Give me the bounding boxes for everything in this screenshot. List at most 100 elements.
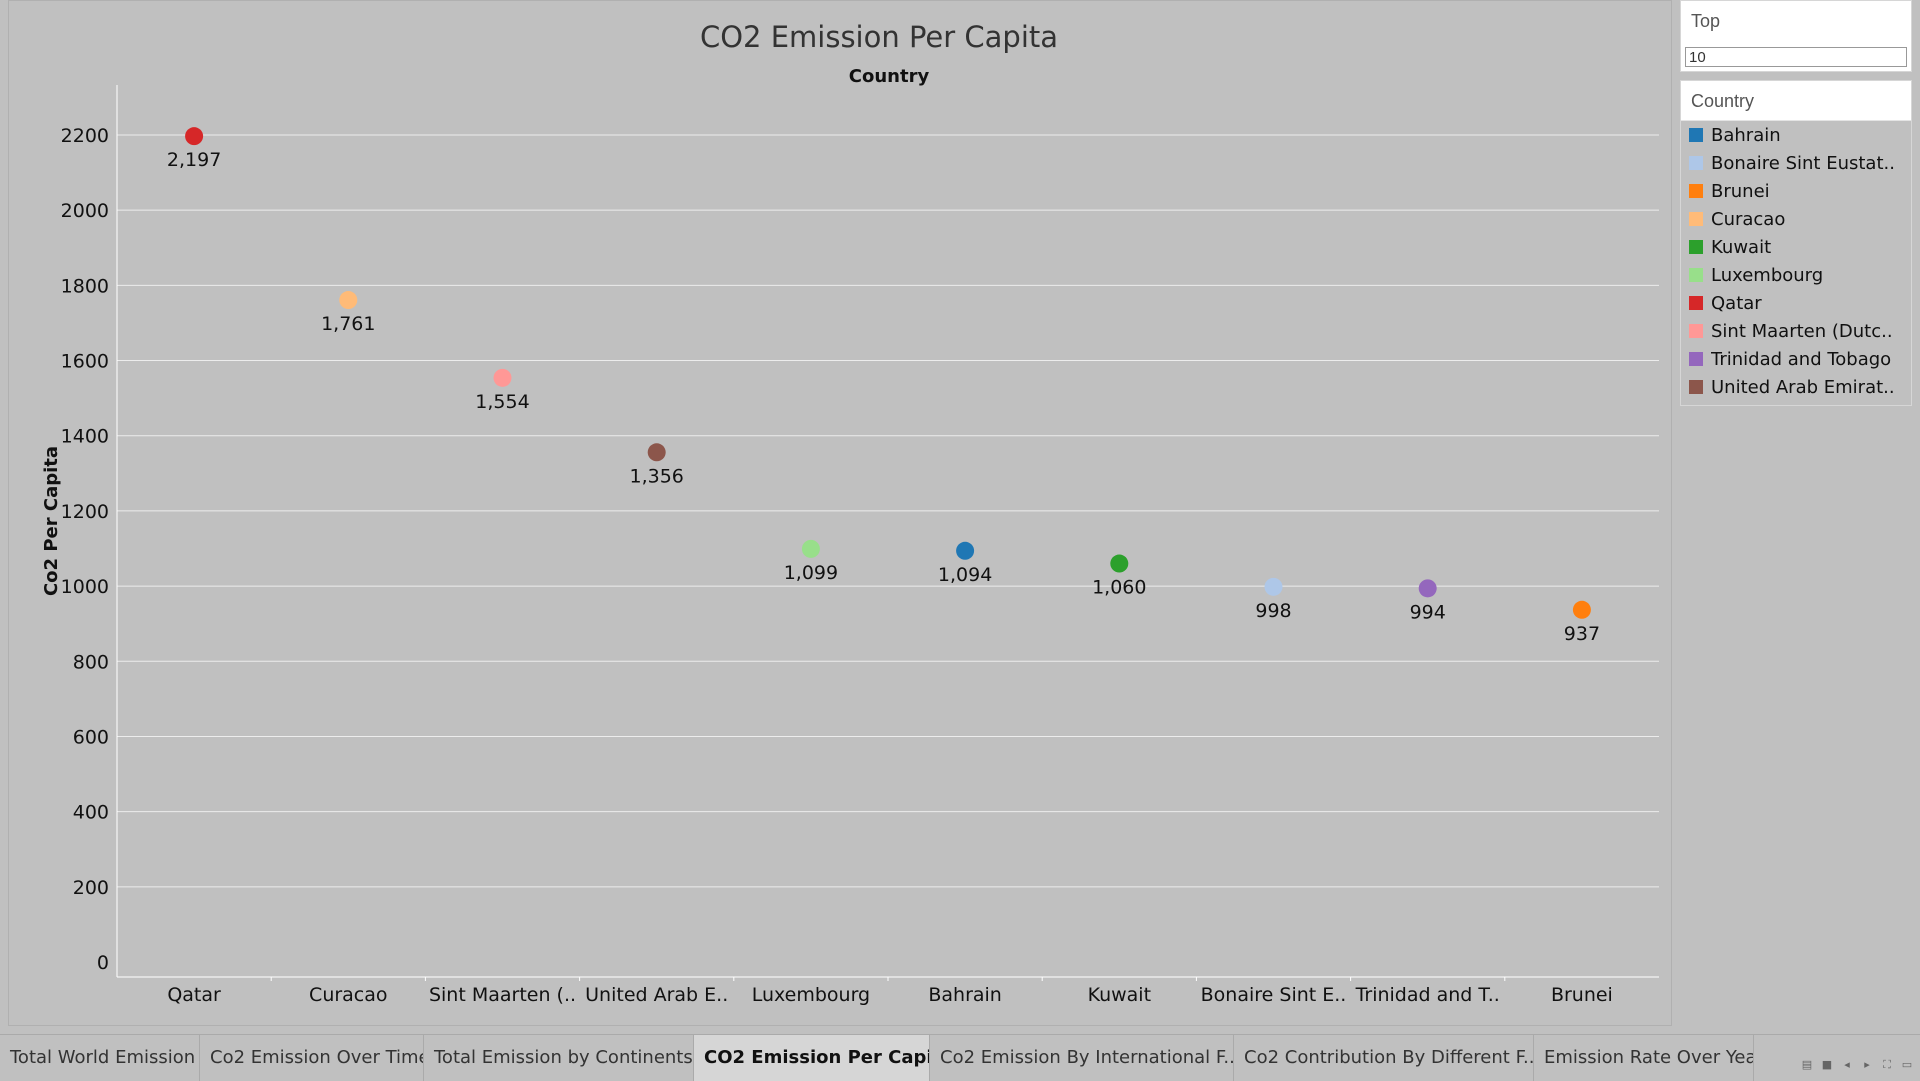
tab-co2-emission-per-capita[interactable]: CO2 Emission Per Capita [694, 1035, 930, 1081]
country-legend: Country Bahrain Bonaire Sint Eustat.. Brun… [1680, 80, 1912, 406]
x-category-label: Curacao [309, 984, 387, 1006]
tab-co2-emission-by-international-f[interactable]: Co2 Emission By International F... [930, 1035, 1234, 1081]
y-tick-label: 600 [73, 726, 109, 748]
x-category-label: Bahrain [928, 984, 1002, 1006]
legend-swatch [1689, 296, 1703, 310]
data-points[interactable] [185, 127, 1591, 619]
data-label: 1,761 [321, 313, 375, 335]
data-label: 1,356 [629, 465, 683, 487]
top-filter-title: Top [1691, 11, 1721, 31]
data-point[interactable] [647, 443, 666, 462]
y-tick-label: 800 [73, 651, 109, 673]
y-tick-label: 200 [73, 877, 109, 899]
tab-total-emission-by-continents[interactable]: Total Emission by Continents [424, 1035, 694, 1081]
data-labels: 2,197 1,761 1,554 1,356 1,099 1,094 1,060 998 99… [167, 149, 1600, 645]
data-label: 994 [1410, 601, 1446, 623]
y-tick-labels: 0 200 400 600 800 1000 1200 1400 1600 1800 2000 220… [61, 125, 109, 974]
tab-co2-emission-over-time[interactable]: Co2 Emission Over Time [200, 1035, 424, 1081]
prev-sheet-icon[interactable]: ◂ [1844, 1058, 1850, 1071]
x-category-labels: Qatar Curacao Sint Maarten (.. United Arab … [167, 984, 1613, 1006]
tab-total-world-emission[interactable]: Total World Emission [0, 1035, 200, 1081]
data-label: 1,554 [475, 391, 529, 413]
data-label: 937 [1564, 623, 1600, 645]
fullscreen-icon[interactable]: ⛶ [1883, 1058, 1891, 1071]
legend-item[interactable]: Kuwait [1681, 233, 1911, 261]
data-label: 1,094 [938, 564, 992, 586]
legend-list: Bahrain Bonaire Sint Eustat.. Brunei Curaca… [1681, 121, 1911, 405]
legend-swatch [1689, 212, 1703, 226]
legend-label: Bahrain [1711, 124, 1781, 146]
top-n-input[interactable] [1685, 47, 1907, 67]
sheet-tab-bar: Total World Emission Co2 Emission Over Ti… [0, 1034, 1920, 1081]
legend-swatch [1689, 268, 1703, 282]
data-point[interactable] [1418, 579, 1437, 598]
legend-swatch [1689, 156, 1703, 170]
x-category-label: Luxembourg [752, 984, 870, 1006]
y-tick-label: 1600 [61, 351, 109, 373]
legend-label: Curacao [1711, 208, 1786, 230]
x-category-label: Qatar [167, 984, 221, 1006]
legend-label: Brunei [1711, 180, 1770, 202]
legend-label: Sint Maarten (Dutc.. [1711, 320, 1893, 342]
y-axis-title: Co2 Per Capita [41, 446, 62, 596]
chart-pane: CO2 Emission Per Capita Country Co2 Per … [8, 0, 1672, 1026]
y-tick-label: 2000 [61, 200, 109, 222]
legend-item[interactable]: United Arab Emirat.. [1681, 373, 1911, 401]
tab-co2-contribution-by-different-f[interactable]: Co2 Contribution By Different F... [1234, 1035, 1534, 1081]
x-category-label: Sint Maarten (.. [429, 984, 576, 1006]
legend-swatch [1689, 128, 1703, 142]
tab-controls: ▤ ■ ◂ ▸ ⛶ ▭ [1800, 1055, 1914, 1075]
tab-emission-rate-over-years[interactable]: Emission Rate Over Years [1534, 1035, 1754, 1081]
next-sheet-icon[interactable]: ▸ [1864, 1058, 1870, 1071]
legend-item[interactable]: Curacao [1681, 205, 1911, 233]
legend-swatch [1689, 352, 1703, 366]
data-point[interactable] [339, 291, 358, 310]
data-label: 2,197 [167, 149, 221, 171]
data-point[interactable] [1264, 577, 1283, 596]
legend-title: Country [1681, 81, 1911, 121]
y-tick-label: 1400 [61, 426, 109, 448]
presentation-icon[interactable]: ▭ [1901, 1058, 1913, 1071]
legend-swatch [1689, 324, 1703, 338]
axes [116, 85, 1659, 981]
data-point[interactable] [801, 539, 820, 558]
legend-label: Qatar [1711, 292, 1762, 314]
x-category-label: Brunei [1551, 984, 1613, 1006]
legend-item[interactable]: Luxembourg [1681, 261, 1911, 289]
legend-item[interactable]: Brunei [1681, 177, 1911, 205]
legend-label: Trinidad and Tobago [1711, 348, 1892, 370]
legend-label: Luxembourg [1711, 264, 1824, 286]
legend-label: United Arab Emirat.. [1711, 376, 1895, 398]
legend-item[interactable]: Sint Maarten (Dutc.. [1681, 317, 1911, 345]
film-strip-icon[interactable]: ■ [1821, 1058, 1833, 1071]
chart-svg: CO2 Emission Per Capita Country Co2 Per … [41, 20, 1659, 1006]
legend-item[interactable]: Qatar [1681, 289, 1911, 317]
data-point[interactable] [956, 541, 975, 560]
gridlines [117, 134, 1659, 888]
column-header: Country [849, 66, 930, 87]
legend-label: Bonaire Sint Eustat.. [1711, 152, 1895, 174]
legend-item[interactable]: Trinidad and Tobago [1681, 345, 1911, 373]
data-point[interactable] [1572, 600, 1591, 619]
data-point[interactable] [493, 368, 512, 387]
legend-swatch [1689, 380, 1703, 394]
x-category-label: Trinidad and T.. [1355, 984, 1500, 1006]
x-category-label: Bonaire Sint E.. [1201, 984, 1347, 1006]
data-label: 1,099 [784, 562, 838, 584]
y-tick-label: 1000 [61, 576, 109, 598]
data-label: 998 [1255, 600, 1291, 622]
legend-item[interactable]: Bonaire Sint Eustat.. [1681, 149, 1911, 177]
data-point[interactable] [185, 127, 204, 146]
legend-swatch [1689, 184, 1703, 198]
sheet-sorter-icon[interactable]: ▤ [1801, 1058, 1813, 1071]
y-tick-label: 0 [97, 952, 109, 974]
legend-swatch [1689, 240, 1703, 254]
legend-label: Kuwait [1711, 236, 1772, 258]
y-tick-label: 2200 [61, 125, 109, 147]
data-point[interactable] [1110, 554, 1129, 573]
y-tick-label: 400 [73, 802, 109, 824]
x-category-label: United Arab E.. [585, 984, 728, 1006]
data-label: 1,060 [1092, 577, 1146, 599]
y-tick-label: 1800 [61, 275, 109, 297]
legend-item[interactable]: Bahrain [1681, 121, 1911, 149]
